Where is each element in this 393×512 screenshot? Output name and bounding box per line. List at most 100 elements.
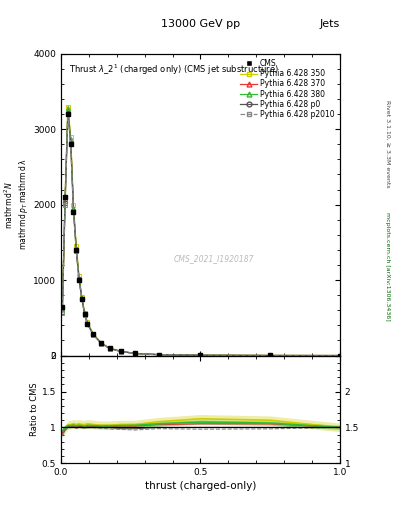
CMS — [132, 350, 137, 356]
CMS — [107, 345, 112, 351]
Pythia 6.428 350 — [74, 243, 79, 249]
CMS — [68, 141, 73, 147]
Pythia 6.428 380 — [82, 310, 87, 316]
Pythia 6.428 380 — [85, 320, 90, 326]
Pythia 6.428 p2010 — [77, 277, 81, 283]
CMS — [71, 209, 76, 215]
CMS — [74, 247, 79, 253]
Pythia 6.428 380 — [66, 105, 70, 111]
CMS — [85, 321, 90, 327]
Pythia 6.428 380 — [71, 205, 76, 211]
Pythia 6.428 380 — [198, 352, 203, 358]
Pythia 6.428 p2010 — [338, 352, 342, 358]
Pythia 6.428 380 — [77, 275, 81, 281]
Pythia 6.428 350 — [60, 307, 65, 313]
Pythia 6.428 370 — [119, 348, 123, 354]
Pythia 6.428 370 — [107, 345, 112, 351]
Pythia 6.428 p2010 — [99, 340, 104, 347]
Line: Pythia 6.428 350: Pythia 6.428 350 — [60, 104, 342, 358]
Pythia 6.428 p0 — [68, 140, 73, 146]
CMS — [99, 340, 104, 347]
Pythia 6.428 p0 — [60, 309, 65, 315]
X-axis label: thrust (charged-only): thrust (charged-only) — [145, 481, 256, 492]
Pythia 6.428 350 — [77, 273, 81, 280]
Pythia 6.428 p0 — [156, 352, 161, 358]
Pythia 6.428 350 — [82, 309, 87, 315]
Pythia 6.428 p0 — [132, 350, 137, 356]
Line: Pythia 6.428 p2010: Pythia 6.428 p2010 — [60, 112, 342, 358]
Pythia 6.428 370 — [198, 352, 203, 358]
Pythia 6.428 350 — [132, 350, 137, 356]
Pythia 6.428 p2010 — [74, 248, 79, 254]
Pythia 6.428 370 — [99, 340, 104, 347]
Pythia 6.428 380 — [107, 345, 112, 351]
Pythia 6.428 p2010 — [107, 346, 112, 352]
Pythia 6.428 380 — [68, 136, 73, 142]
Pythia 6.428 380 — [156, 352, 161, 358]
Pythia 6.428 p2010 — [68, 141, 73, 147]
Pythia 6.428 370 — [91, 331, 95, 337]
CMS — [82, 311, 87, 317]
Pythia 6.428 p0 — [119, 349, 123, 355]
Pythia 6.428 370 — [156, 352, 161, 358]
Pythia 6.428 350 — [268, 352, 273, 358]
Pythia 6.428 370 — [85, 320, 90, 326]
Pythia 6.428 350 — [156, 352, 161, 358]
Text: Rivet 3.1.10, ≥ 3.3M events: Rivet 3.1.10, ≥ 3.3M events — [385, 99, 390, 187]
Pythia 6.428 350 — [66, 103, 70, 110]
CMS — [268, 352, 273, 358]
Pythia 6.428 350 — [99, 340, 104, 346]
Pythia 6.428 380 — [63, 194, 68, 200]
Pythia 6.428 350 — [107, 345, 112, 351]
CMS — [338, 352, 342, 358]
Text: CMS_2021_I1920187: CMS_2021_I1920187 — [174, 254, 255, 264]
Legend: CMS, Pythia 6.428 350, Pythia 6.428 370, Pythia 6.428 380, Pythia 6.428 p0, Pyth: CMS, Pythia 6.428 350, Pythia 6.428 370,… — [239, 57, 336, 120]
Pythia 6.428 380 — [268, 352, 273, 358]
Pythia 6.428 p2010 — [156, 352, 161, 358]
Y-axis label: Ratio to CMS: Ratio to CMS — [30, 382, 39, 436]
Line: Pythia 6.428 370: Pythia 6.428 370 — [60, 108, 342, 358]
Pythia 6.428 380 — [91, 331, 95, 337]
Pythia 6.428 350 — [91, 331, 95, 337]
Pythia 6.428 380 — [60, 305, 65, 311]
Pythia 6.428 370 — [79, 295, 84, 301]
Pythia 6.428 370 — [77, 275, 81, 282]
Pythia 6.428 p0 — [71, 208, 76, 214]
Pythia 6.428 370 — [68, 137, 73, 143]
Pythia 6.428 350 — [68, 134, 73, 140]
CMS — [60, 304, 65, 310]
Y-axis label: $\mathrm{mathrm\,d}^2N$
$\mathrm{mathrm\,d}\,p_T\,\mathrm{mathrm\,d\,\lambda}$: $\mathrm{mathrm\,d}^2N$ $\mathrm{mathrm\… — [3, 159, 30, 250]
CMS — [119, 348, 123, 354]
Pythia 6.428 370 — [63, 196, 68, 202]
Pythia 6.428 370 — [74, 245, 79, 251]
CMS — [198, 352, 203, 358]
Pythia 6.428 p0 — [79, 295, 84, 302]
Pythia 6.428 p2010 — [79, 296, 84, 302]
Line: Pythia 6.428 380: Pythia 6.428 380 — [60, 106, 342, 358]
Text: Jets: Jets — [320, 19, 340, 29]
Text: mcplots.cern.ch [arXiv:1306.3436]: mcplots.cern.ch [arXiv:1306.3436] — [385, 212, 390, 321]
CMS — [91, 331, 95, 337]
Pythia 6.428 p2010 — [71, 209, 76, 215]
Pythia 6.428 370 — [66, 108, 70, 114]
CMS — [79, 296, 84, 302]
CMS — [66, 111, 70, 117]
Pythia 6.428 p0 — [268, 352, 273, 358]
Pythia 6.428 p0 — [66, 110, 70, 116]
Pythia 6.428 350 — [63, 198, 68, 204]
CMS — [77, 277, 81, 283]
Pythia 6.428 p0 — [82, 311, 87, 317]
Line: Pythia 6.428 p0: Pythia 6.428 p0 — [60, 111, 342, 358]
Pythia 6.428 p0 — [74, 248, 79, 254]
CMS — [63, 194, 68, 200]
Pythia 6.428 p0 — [338, 352, 342, 358]
Pythia 6.428 p0 — [91, 331, 95, 337]
Pythia 6.428 p2010 — [132, 350, 137, 356]
Pythia 6.428 370 — [132, 350, 137, 356]
Pythia 6.428 p2010 — [268, 352, 273, 358]
Pythia 6.428 380 — [79, 294, 84, 301]
Text: Thrust $\lambda\_2^1$ (charged only) (CMS jet substructure): Thrust $\lambda\_2^1$ (charged only) (CM… — [69, 63, 279, 77]
Pythia 6.428 p0 — [77, 276, 81, 283]
Pythia 6.428 p0 — [107, 346, 112, 352]
Pythia 6.428 350 — [198, 352, 203, 358]
